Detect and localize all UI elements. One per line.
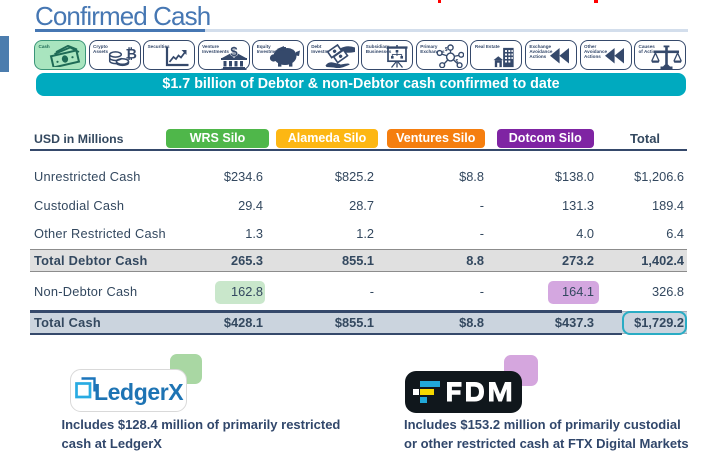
svg-text:₿: ₿ [125, 46, 136, 62]
svg-text:$: $ [455, 59, 458, 65]
svg-text:$: $ [444, 47, 447, 53]
svg-text:$: $ [230, 44, 238, 59]
svg-text:LedgerX: LedgerX [94, 379, 184, 405]
